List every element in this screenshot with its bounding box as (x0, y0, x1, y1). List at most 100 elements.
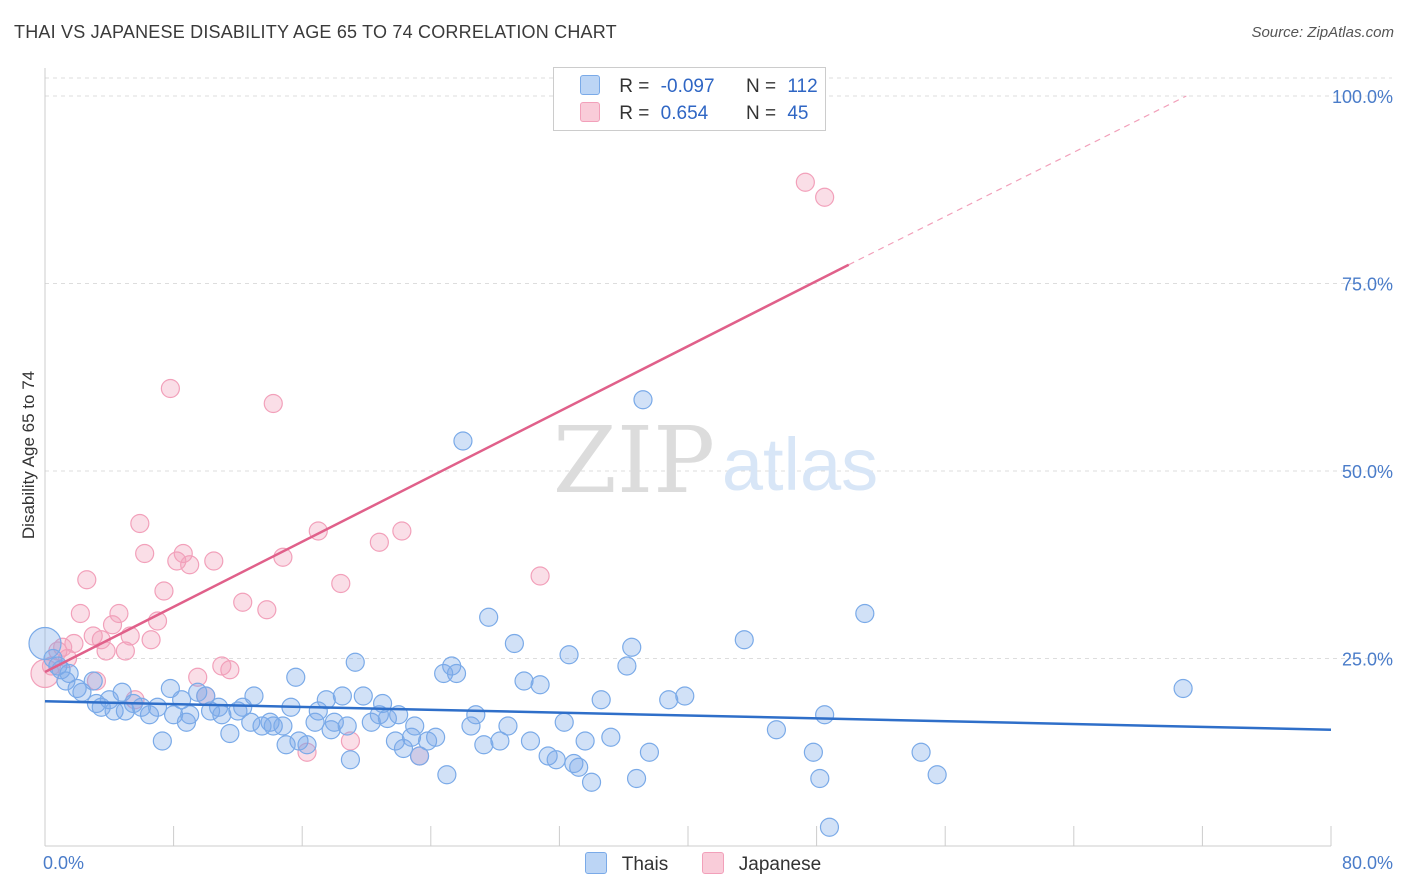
data-point-thai (633, 390, 653, 410)
x-tick-label: 80.0% (1342, 853, 1393, 873)
data-point-japanese (109, 603, 129, 624)
data-point-thai (324, 712, 344, 732)
data-point-thai (498, 716, 518, 736)
data-point-thai (401, 727, 422, 747)
data-point-thai (152, 731, 172, 751)
watermark-zip: ZIP (553, 407, 715, 514)
series-legend: Thais Japanese (0, 852, 1406, 876)
data-point-thai (316, 690, 336, 710)
data-point-japanese (77, 570, 97, 590)
data-point-thai (405, 716, 425, 736)
data-point-japanese (233, 592, 253, 612)
data-point-thai (659, 690, 679, 710)
data-point-thai (345, 652, 365, 672)
legend-thai-n-label: N = (745, 76, 777, 97)
data-point-thai (617, 656, 637, 676)
series-legend-thai[interactable]: Thais (584, 852, 669, 876)
data-point-japanese (815, 187, 835, 207)
data-point-thai (591, 690, 611, 710)
data-point-japanese (102, 615, 123, 635)
y-tick-label: 100.0% (1332, 87, 1393, 107)
data-point-thai (911, 742, 931, 762)
axes (44, 68, 1332, 847)
series-legend-japanese[interactable]: Japanese (701, 852, 821, 876)
grid-lines (45, 77, 1392, 659)
data-point-thai (530, 675, 550, 695)
correlation-legend: R = -0.097 N = 112 R = 0.654 N = 45 (553, 67, 826, 131)
y-tick-label: 75.0% (1342, 275, 1393, 295)
data-point-japanese (115, 641, 135, 661)
data-point-thai (766, 720, 787, 740)
data-point-thai (504, 633, 524, 654)
data-point-japanese (340, 731, 361, 751)
watermark: ZIP atlas (553, 407, 878, 514)
data-point-thai (927, 765, 947, 785)
legend-japanese-r-label: R = (619, 103, 650, 124)
data-point-japanese (204, 551, 224, 571)
data-point-japanese (530, 566, 550, 586)
legend-row-thai: R = -0.097 N = 112 (580, 75, 818, 99)
data-point-thai (514, 671, 534, 691)
legend-thai-r-value: -0.097 (660, 76, 715, 97)
chart-title: THAI VS JAPANESE DISABILITY AGE 65 TO 74… (14, 22, 617, 42)
data-point-japanese (331, 573, 351, 594)
data-point-thai (446, 663, 467, 684)
data-point-japanese (297, 742, 317, 762)
data-point-thai (385, 731, 406, 751)
data-point-thai (220, 723, 240, 744)
data-point-japanese (154, 581, 174, 601)
data-point-thai (575, 731, 595, 751)
data-point-japanese (263, 393, 283, 414)
data-point-thai (810, 768, 830, 789)
data-point-thai (559, 645, 579, 665)
data-point-thai (453, 431, 473, 451)
series-japanese (30, 172, 835, 766)
data-point-thai (273, 716, 293, 736)
series-legend-swatch-thai (584, 852, 607, 874)
data-point-thai (546, 750, 566, 770)
data-point-thai (305, 712, 325, 732)
data-point-japanese (180, 555, 200, 575)
data-point-japanese (188, 667, 208, 687)
data-point-thai (337, 716, 357, 736)
legend-japanese-r-value: 0.654 (660, 103, 709, 124)
data-point-thai (361, 712, 381, 732)
data-point-thai (180, 705, 200, 725)
data-point-japanese (257, 600, 277, 620)
data-point-thai (855, 603, 875, 624)
data-point-thai (520, 731, 541, 751)
data-point-thai (675, 686, 695, 706)
data-point-thai (639, 742, 660, 762)
trend-line-japanese-extension (848, 95, 1187, 266)
data-point-thai (622, 637, 642, 657)
data-point-thai (260, 712, 280, 732)
data-point-thai (466, 705, 486, 725)
legend-swatch-japanese (580, 102, 600, 122)
data-point-thai (59, 663, 79, 684)
data-point-thai (276, 735, 296, 755)
data-point-thai (409, 746, 430, 766)
data-point-thai (263, 716, 283, 736)
legend-row-japanese: R = 0.654 N = 45 (580, 102, 808, 126)
data-point-thai (626, 768, 647, 789)
data-point-thai (147, 697, 168, 717)
data-point-thai (490, 731, 510, 751)
y-tick-label: 50.0% (1342, 462, 1393, 482)
data-point-thai (815, 705, 835, 725)
tick-labels: 25.0% 50.0% 75.0% 100.0% 0.0% 80.0% (43, 87, 1393, 873)
data-point-japanese (135, 543, 155, 564)
data-point-japanese (64, 633, 84, 654)
data-point-thai (244, 686, 264, 706)
trend-line-japanese (44, 263, 850, 674)
data-point-thai (1173, 678, 1193, 699)
data-point-thai (461, 716, 481, 736)
data-point-thai (340, 750, 361, 770)
data-point-thai (554, 712, 574, 732)
data-point-japanese (392, 521, 412, 541)
x-tick-label: 0.0% (43, 853, 84, 873)
data-point-thai (353, 686, 373, 706)
data-point-japanese (369, 532, 389, 552)
series-legend-label-thai: Thais (621, 854, 669, 875)
data-point-thai (212, 705, 232, 725)
